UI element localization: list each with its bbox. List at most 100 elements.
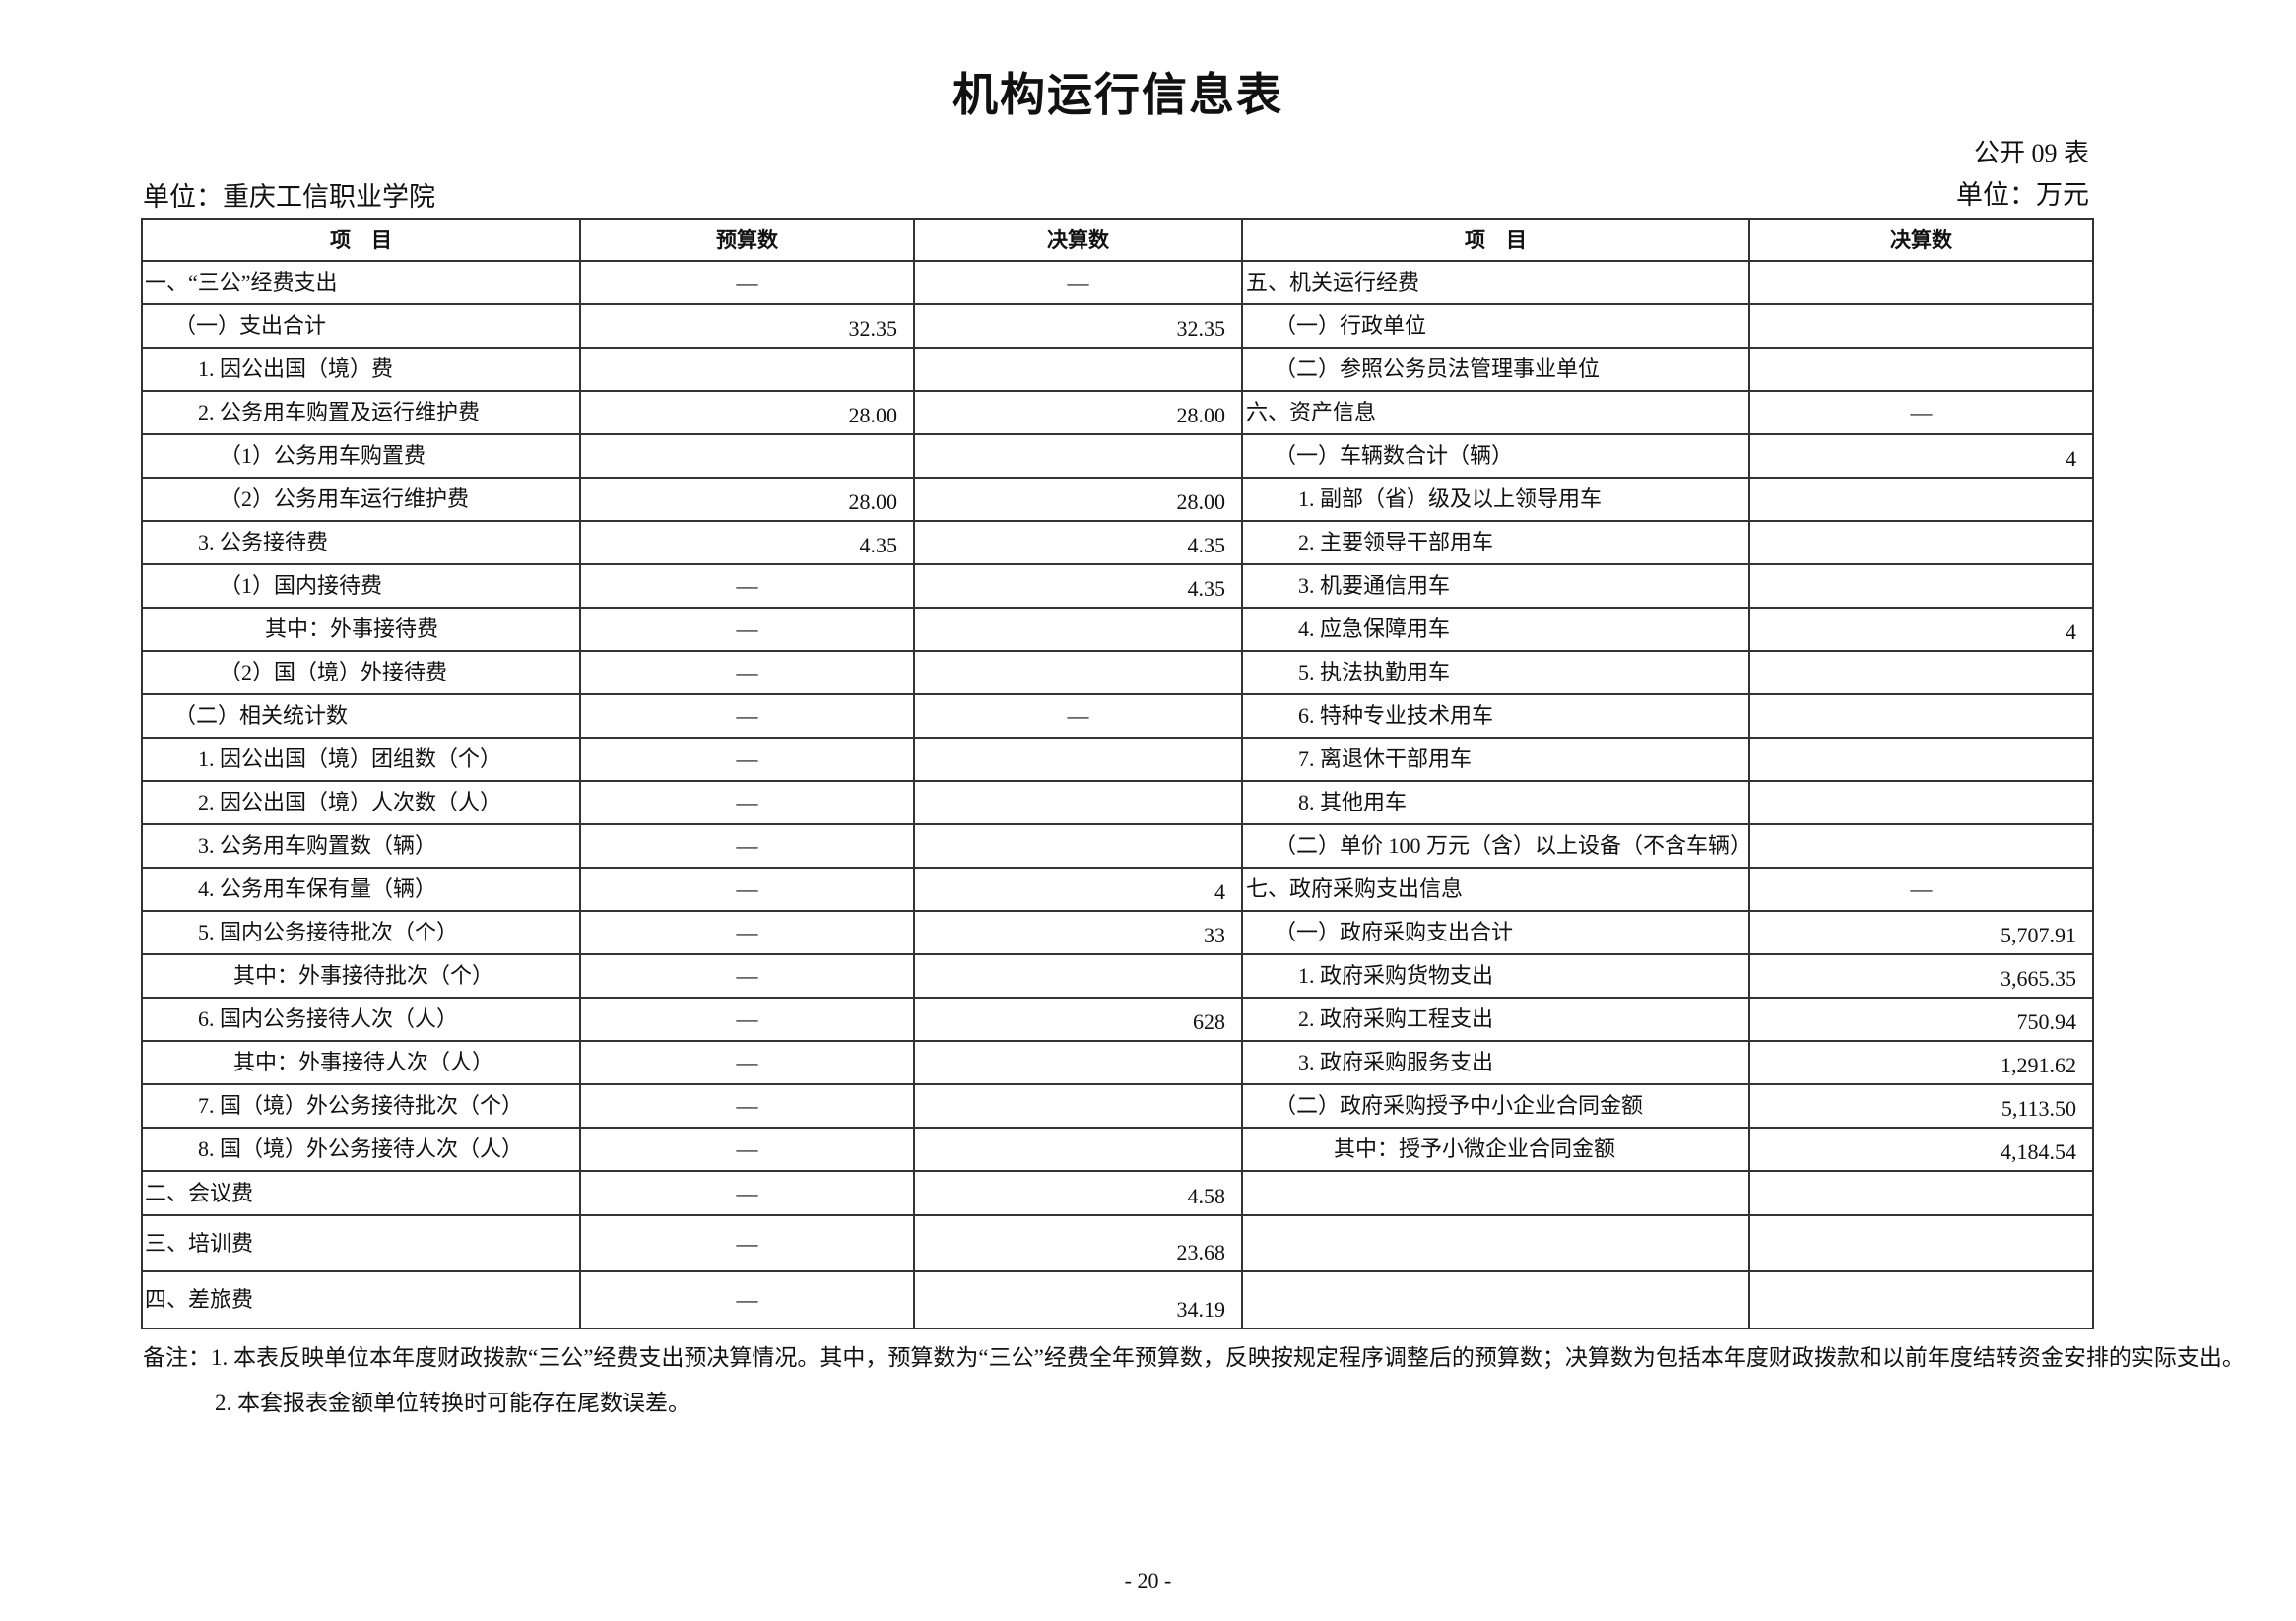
final-value	[1748, 1270, 2094, 1329]
item-label: （二）相关统计数	[141, 693, 581, 739]
table-row: 1. 因公出国（境）团组数（个） — 7. 离退休干部用车	[141, 737, 2094, 782]
item-label	[1241, 1170, 1750, 1216]
item-label: 1. 因公出国（境）费	[141, 347, 581, 392]
table-row: 四、差旅费 —34.19	[141, 1270, 2094, 1329]
operation-info-table: 项 目 预算数 决算数 项 目 决算数 一、“三公”经费支出 — — 五、机关运行经费…	[141, 218, 2094, 1329]
final-value: 5,707.91	[1748, 910, 2094, 955]
final-value: 628	[913, 997, 1243, 1042]
content: 项 目 预算数 决算数 项 目 决算数 一、“三公”经费支出 — — 五、机关运行经费…	[141, 218, 2268, 1426]
item-label: 二、会议费	[141, 1170, 581, 1216]
budget-value: 28.00	[579, 477, 915, 522]
final-value	[1748, 1170, 2094, 1216]
item-label: 3. 机要通信用车	[1241, 563, 1750, 609]
item-label: 五、机关运行经费	[1241, 260, 1750, 305]
budget-value: —	[579, 867, 915, 912]
final-value	[913, 650, 1243, 695]
table-row: 1. 因公出国（境）费 （二）参照公务员法管理事业单位	[141, 347, 2094, 392]
item-label: 7. 离退休干部用车	[1241, 737, 1750, 782]
item-label: （一）支出合计	[141, 303, 581, 349]
final-value	[1748, 693, 2094, 739]
final-value: —	[1748, 390, 2094, 435]
final-value	[913, 1040, 1243, 1085]
final-value: 33	[913, 910, 1243, 955]
item-label: 4. 公务用车保有量（辆）	[141, 867, 581, 912]
final-value	[913, 737, 1243, 782]
budget-value: 32.35	[579, 303, 915, 349]
budget-value: —	[579, 650, 915, 695]
item-label: 2. 公务用车购置及运行维护费	[141, 390, 581, 435]
item-label: 1. 因公出国（境）团组数（个）	[141, 737, 581, 782]
table-row: （2）公务用车运行维护费 28.00 28.00 1. 副部（省）级及以上领导用车	[141, 477, 2094, 522]
table-row: 7. 国（境）外公务接待批次（个） — （二）政府采购授予中小企业合同金额 5,113…	[141, 1083, 2094, 1129]
table-row: 4. 公务用车保有量（辆） —4 七、政府采购支出信息 —	[141, 867, 2094, 912]
final-value	[1748, 520, 2094, 565]
item-label: 其中：外事接待费	[141, 607, 581, 652]
final-value	[1748, 650, 2094, 695]
budget-value: —	[579, 910, 915, 955]
final-value: —	[1748, 867, 2094, 912]
item-label: （2）国（境）外接待费	[141, 650, 581, 695]
item-label: 2. 主要领导干部用车	[1241, 520, 1750, 565]
reporting-unit: 单位：重庆工信职业学院	[143, 182, 435, 212]
item-label: 4. 应急保障用车	[1241, 607, 1750, 652]
table-row: （2）国（境）外接待费 — 5. 执法执勤用车	[141, 650, 2094, 695]
table-number: 公开 09 表	[1973, 139, 2089, 167]
final-value: —	[913, 260, 1243, 305]
item-label: 8. 国（境）外公务接待人次（人）	[141, 1127, 581, 1172]
budget-value: —	[579, 563, 915, 609]
final-value: 4	[1748, 433, 2094, 479]
budget-value: —	[579, 780, 915, 825]
final-value: 32.35	[913, 303, 1243, 349]
item-label: （2）公务用车运行维护费	[141, 477, 581, 522]
note-1: 备注：1. 本表反映单位本年度财政拨款“三公”经费支出预决算情况。其中，预算数为…	[143, 1345, 2245, 1370]
budget-value: —	[579, 1127, 915, 1172]
item-label: （一）行政单位	[1241, 303, 1750, 349]
table-row: 二、会议费 —4.58	[141, 1170, 2094, 1216]
final-value	[1748, 477, 2094, 522]
header-budget: 预算数	[579, 218, 915, 262]
final-value	[913, 607, 1243, 652]
final-value: 4	[1748, 607, 2094, 652]
budget-value: —	[579, 953, 915, 999]
item-label: 六、资产信息	[1241, 390, 1750, 435]
header-row: 项 目 预算数 决算数 项 目 决算数	[141, 218, 2094, 262]
budget-value: —	[579, 1083, 915, 1129]
page-title: 机构运行信息表	[952, 68, 1283, 121]
budget-value: 28.00	[579, 390, 915, 435]
final-value: 4.35	[913, 520, 1243, 565]
final-value	[913, 823, 1243, 869]
item-label: 5. 国内公务接待批次（个）	[141, 910, 581, 955]
header-final-left: 决算数	[913, 218, 1243, 262]
budget-value	[579, 433, 915, 479]
budget-value: —	[579, 260, 915, 305]
budget-value: —	[579, 1270, 915, 1329]
table-row: 其中：外事接待费 — 4. 应急保障用车 4	[141, 607, 2094, 652]
item-label: （1）国内接待费	[141, 563, 581, 609]
final-value	[913, 953, 1243, 999]
page-number: - 20 -	[1124, 1568, 1172, 1592]
table-row: 8. 国（境）外公务接待人次（人） — 其中：授予小微企业合同金额 4,184.54	[141, 1127, 2094, 1172]
item-label: （二）单价 100 万元（含）以上设备（不含车辆）	[1241, 823, 1750, 869]
table-row: （1）公务用车购置费 （一）车辆数合计（辆） 4	[141, 433, 2094, 479]
item-label: 3. 政府采购服务支出	[1241, 1040, 1750, 1085]
item-label	[1241, 1214, 1750, 1272]
final-value: 1,291.62	[1748, 1040, 2094, 1085]
item-label: 8. 其他用车	[1241, 780, 1750, 825]
final-value: 5,113.50	[1748, 1083, 2094, 1129]
budget-value: 4.35	[579, 520, 915, 565]
table-row: （二）相关统计数 — —6. 特种专业技术用车	[141, 693, 2094, 739]
final-value: —	[913, 693, 1243, 739]
final-value	[1748, 563, 2094, 609]
header-final-right: 决算数	[1748, 218, 2094, 262]
final-value	[913, 433, 1243, 479]
final-value: 4.58	[913, 1170, 1243, 1216]
table-row: 2. 公务用车购置及运行维护费 28.00 28.00 六、资产信息 —	[141, 390, 2094, 435]
final-value	[913, 1127, 1243, 1172]
item-label: （一）政府采购支出合计	[1241, 910, 1750, 955]
final-value	[1748, 260, 2094, 305]
item-label: 3. 公务用车购置数（辆）	[141, 823, 581, 869]
final-value: 4	[913, 867, 1243, 912]
final-value	[1748, 347, 2094, 392]
final-value: 750.94	[1748, 997, 2094, 1042]
final-value: 3,665.35	[1748, 953, 2094, 999]
